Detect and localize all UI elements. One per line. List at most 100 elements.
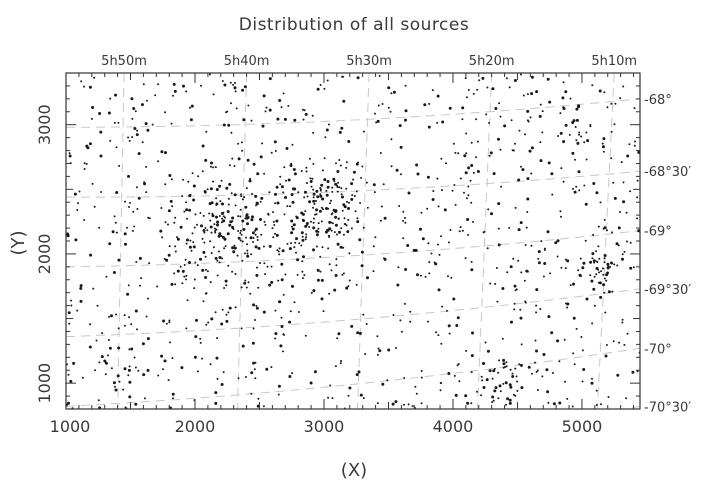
data-point [356,331,360,335]
data-point [135,261,138,263]
data-point [623,250,626,253]
data-point [214,166,217,169]
data-point [173,89,177,93]
data-point [524,244,527,246]
data-point [621,318,624,321]
dec-label: -70°30′ [644,400,691,415]
data-point [470,201,473,204]
ra-label: 5h20m [469,54,515,69]
data-point [114,385,116,388]
data-point [279,344,283,348]
data-point [236,254,239,257]
data-point [305,166,308,169]
data-point [291,200,295,204]
data-point [218,250,220,253]
data-point [273,224,276,226]
data-point [496,300,499,303]
data-point [268,191,271,194]
data-point [109,97,112,100]
data-point [213,227,216,230]
data-point [317,227,320,230]
data-point [595,191,599,195]
dec-label: -69° [644,225,672,240]
data-point [559,210,562,213]
data-point [280,106,283,109]
data-point [246,158,250,162]
data-point [230,192,233,195]
data-point [199,337,202,340]
data-point [278,247,281,250]
data-point [313,202,316,205]
data-point [145,191,148,194]
data-point [312,192,316,196]
data-point [330,269,333,272]
data-point [323,178,327,182]
data-point [189,106,191,109]
data-point [550,172,554,176]
data-point [132,107,136,110]
data-point [472,171,475,174]
data-point [216,259,219,262]
data-point [301,218,304,221]
data-point [636,179,639,182]
data-point [598,257,601,260]
data-point [508,226,511,229]
data-point [489,282,492,285]
data-point [128,206,130,208]
data-point [488,121,491,124]
data-point [605,279,608,282]
data-point [99,154,103,158]
data-point [517,178,521,182]
data-point [259,155,263,159]
data-point [522,94,525,97]
data-point [263,172,266,175]
data-point [376,335,379,338]
data-point [250,218,254,222]
data-point [514,206,517,209]
data-point [497,137,500,141]
data-point [185,278,187,281]
data-point [212,93,215,96]
data-point [421,237,425,241]
data-point [196,370,199,373]
data-point [81,376,84,379]
data-point [440,342,443,345]
data-point [546,230,550,234]
data-point [536,389,539,391]
data-point [225,186,229,190]
data-point [428,272,431,275]
data-point [272,220,275,223]
data-point [95,418,98,421]
data-point [409,320,412,323]
data-point [142,373,146,377]
data-point [227,203,230,206]
data-point [89,323,92,326]
data-point [261,124,265,128]
data-point [601,142,604,145]
data-point [260,233,263,236]
data-point [562,81,565,84]
data-point [240,193,243,196]
data-point [226,110,229,113]
data-point [83,219,86,221]
data-point [233,246,237,250]
data-point [400,330,403,333]
data-point [419,227,422,231]
data-point [241,198,244,201]
data-point [193,287,196,290]
data-point [527,365,531,369]
data-point [208,212,211,215]
data-point [216,274,219,277]
data-point [470,371,473,374]
data-point [274,337,277,340]
data-point [233,165,236,167]
data-point [329,202,331,205]
data-point [481,379,484,382]
data-point [546,77,550,81]
data-point [172,82,176,86]
data-point [292,223,296,227]
data-point [123,232,127,236]
data-point [448,332,451,335]
data-point [215,215,218,219]
